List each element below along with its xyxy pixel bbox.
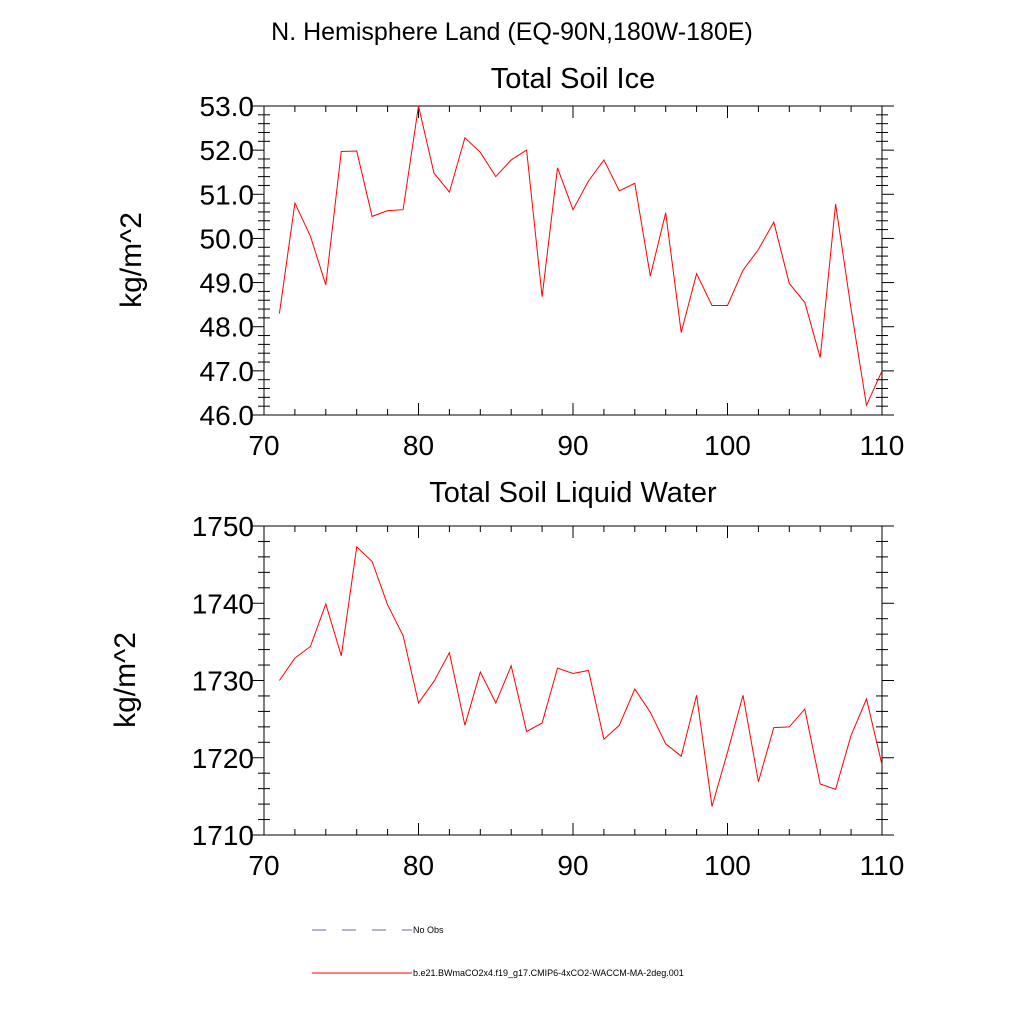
- soil-ice-xtick-label: 90: [557, 430, 588, 461]
- soil-ice-ytick-label: 49.0: [200, 268, 255, 299]
- soil-ice-ytick-label: 47.0: [200, 356, 255, 387]
- soil-ice-tick-labels: 70 80 90 100 110 46.0 47.0 48.0 49.0 50.0 51.0 52.0…: [200, 91, 905, 461]
- soil-ice-ytick-label: 52.0: [200, 135, 255, 166]
- legend: No Obs b.e21.BWmaCO2x4.f19_g17.CMIP6-4xC…: [312, 925, 684, 978]
- soil-liquid-xtick-label: 70: [248, 850, 279, 881]
- soil-ice-xtick-label: 80: [403, 430, 434, 461]
- soil-ice-xtick-label: 70: [248, 430, 279, 461]
- soil-liquid-ytick-label: 1750: [192, 511, 254, 542]
- soil-liquid-series-line: [278, 545, 883, 807]
- soil-liquid-ytick-label: 1740: [192, 588, 254, 619]
- page-title: N. Hemisphere Land (EQ-90N,180W-180E): [271, 18, 753, 46]
- soil-ice-xtick-label: 110: [860, 430, 905, 461]
- soil-liquid-xtick-label: 100: [704, 850, 751, 881]
- soil-liquid-xtick-label: 90: [557, 850, 588, 881]
- soil-liquid-xtick-label: 80: [403, 850, 434, 881]
- soil-liquid-tick-labels: 70 80 90 100 110 1710 1720 1730 1740 1750: [192, 511, 905, 881]
- soil-liquid-plot-frame: [263, 525, 883, 836]
- soil-liquid-ytick-label: 1720: [192, 743, 254, 774]
- soil-ice-title: Total Soil Ice: [491, 63, 655, 95]
- soil-ice-ytick-label: 53.0: [200, 91, 255, 122]
- soil-liquid-ticks: [252, 525, 894, 836]
- soil-liquid-ytick-label: 1730: [192, 666, 254, 697]
- soil-ice-series-line: [278, 105, 883, 408]
- legend-no-obs-label: No Obs: [413, 925, 444, 935]
- soil-ice-ylabel: kg/m^2: [115, 212, 148, 308]
- soil-ice-ytick-label: 50.0: [200, 223, 255, 254]
- soil-ice-ytick-label: 48.0: [200, 312, 255, 343]
- soil-liquid-panel: Total Soil Liquid Water kg/m^2 70 80 90 100…: [109, 477, 904, 881]
- soil-ice-panel: Total Soil Ice kg/m^2 70 80 90 100 110 46.0 47…: [115, 63, 904, 461]
- soil-liquid-title: Total Soil Liquid Water: [429, 477, 717, 509]
- soil-liquid-ytick-label: 1710: [192, 820, 254, 851]
- soil-ice-ytick-label: 46.0: [200, 400, 255, 431]
- soil-liquid-xtick-label: 110: [860, 850, 905, 881]
- soil-ice-ticks: [252, 105, 894, 416]
- soil-ice-xtick-label: 100: [704, 430, 751, 461]
- legend-model-label: b.e21.BWmaCO2x4.f19_g17.CMIP6-4xCO2-WACC…: [413, 968, 684, 978]
- soil-ice-ytick-label: 51.0: [200, 179, 255, 210]
- soil-liquid-ylabel: kg/m^2: [109, 632, 142, 728]
